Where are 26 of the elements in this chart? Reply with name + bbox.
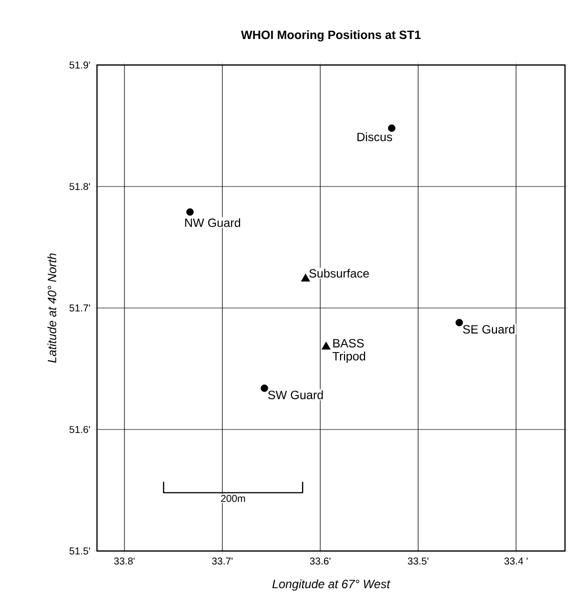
x-axis-title: Longitude at 67° West bbox=[272, 579, 390, 591]
point bbox=[186, 208, 194, 216]
point bbox=[301, 274, 310, 282]
chart-title: WHOI Mooring Positions at ST1 bbox=[241, 30, 421, 42]
x-tick-label: 33.4 ' bbox=[504, 558, 528, 565]
x-tick-label: 33.8' bbox=[114, 558, 135, 565]
y-tick-label: 51.6' bbox=[70, 426, 90, 434]
annotation: SE Guard bbox=[463, 324, 514, 334]
annotation: 200m bbox=[221, 494, 245, 502]
x-tick-label: 33.5' bbox=[408, 558, 428, 565]
x-tick-label: 33.7' bbox=[212, 558, 232, 565]
point bbox=[456, 318, 463, 326]
annotation: Subsurface bbox=[309, 268, 369, 278]
annotation: SW Guard bbox=[268, 390, 323, 400]
annotation: BASS Tripod bbox=[332, 338, 366, 363]
annotation: NW Guard bbox=[185, 218, 240, 228]
y-tick-label: 51.7' bbox=[70, 304, 90, 312]
point bbox=[388, 124, 396, 132]
point bbox=[322, 342, 331, 350]
y-tick-label: 51.9' bbox=[70, 61, 90, 69]
x-tick-label: 33.6' bbox=[310, 558, 330, 565]
y-tick-label: 51.5' bbox=[70, 548, 90, 554]
point bbox=[260, 384, 268, 392]
annotation: Discus bbox=[357, 132, 392, 142]
y-axis-title: Latitude at 40° North bbox=[47, 253, 56, 363]
y-tick-label: 51.8' bbox=[70, 182, 90, 190]
